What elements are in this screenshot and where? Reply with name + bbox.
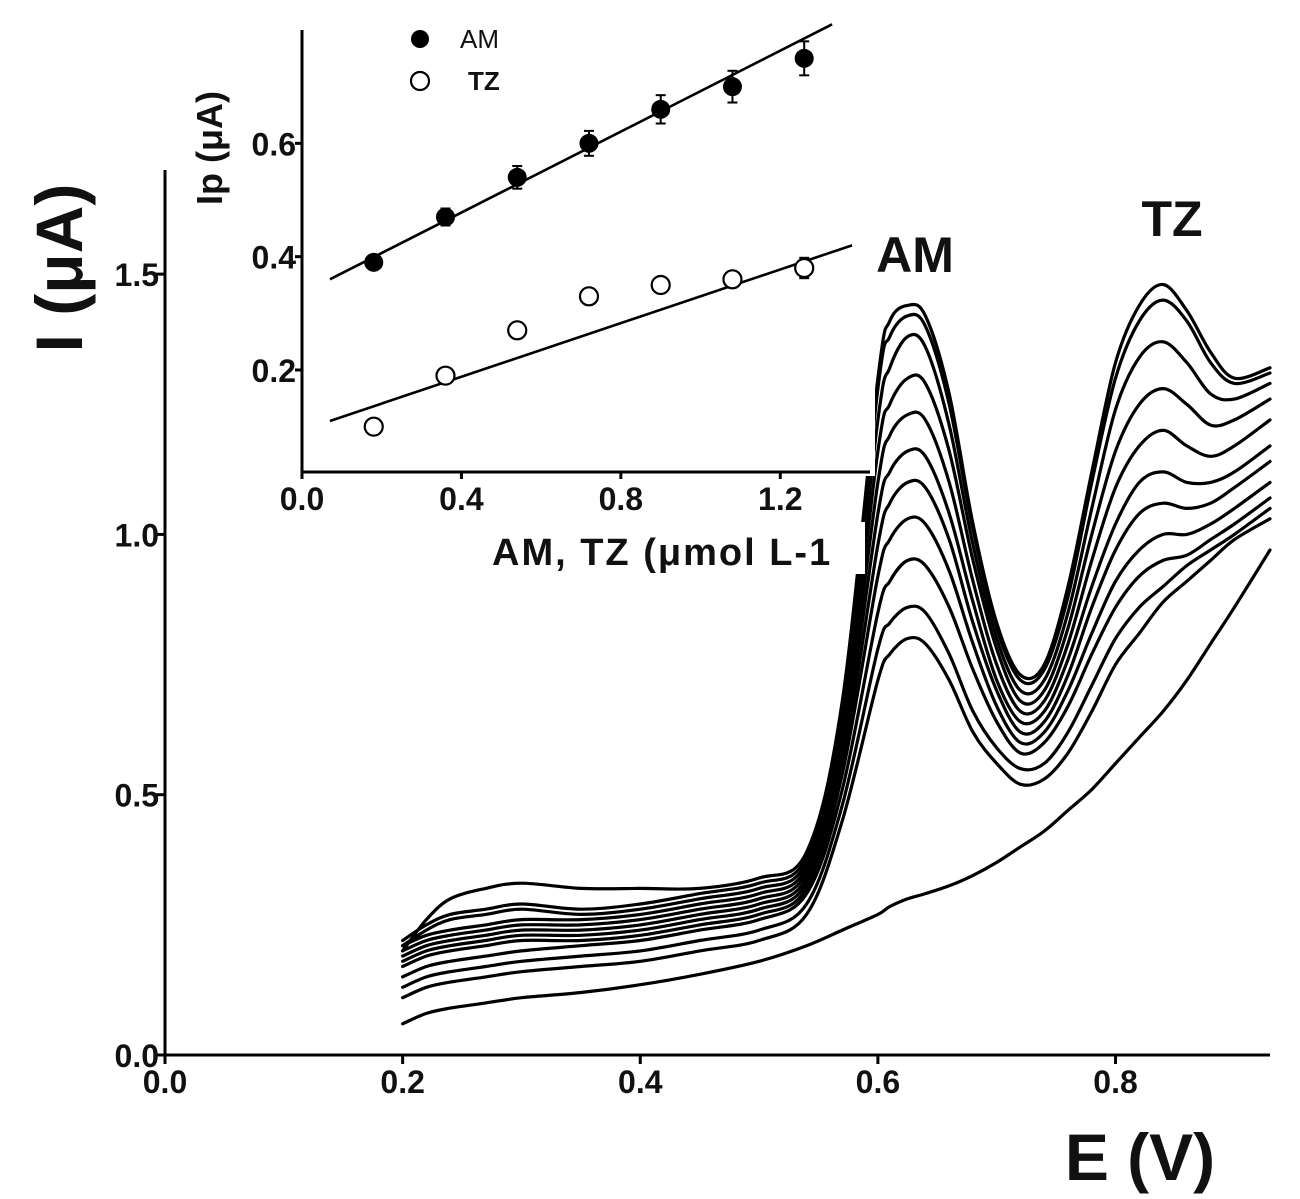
- fit-line-am: [329, 23, 833, 281]
- inset-y-tick-label: 0.4: [252, 240, 297, 276]
- main-x-tick-label: 0.8: [1093, 1064, 1137, 1100]
- voltammogram-curve-5: [401, 459, 1272, 963]
- voltammogram-curve-6: [401, 444, 1272, 958]
- inset-x-tick-label: 1.2: [758, 481, 802, 517]
- data-point-tz: [435, 365, 456, 386]
- voltammogram-curve-blank: [401, 548, 1272, 1026]
- main-y-axis-label: I (μA): [22, 184, 96, 353]
- voltammogram-curve-4: [401, 480, 1272, 969]
- main-y-tick-label: 0.5: [115, 778, 159, 814]
- main-x-tick-label: 0.2: [380, 1064, 424, 1100]
- inset-x-axis-label: AM, TZ (μmol L-1: [492, 532, 832, 574]
- data-point-tz: [363, 416, 384, 437]
- voltammogram-curve-2: [401, 506, 1272, 989]
- inset-x-tick-label: 0.0: [280, 481, 324, 517]
- data-point-am: [722, 77, 742, 97]
- inset-y-tick-label: 0.6: [252, 126, 296, 162]
- main-x-tick-label: 0.0: [143, 1064, 187, 1100]
- data-point-am: [651, 99, 671, 119]
- voltammogram-curve-7: [401, 410, 1272, 953]
- main-x-tick-label: 0.6: [856, 1064, 900, 1100]
- legend-tz-marker: [409, 70, 431, 92]
- voltammogram-curves: [401, 282, 1272, 1026]
- legend-tz-label: TZ: [468, 66, 500, 96]
- voltammogram-curve-10: [401, 298, 1272, 943]
- data-point-tz: [507, 320, 528, 341]
- legend-am-label: AM: [460, 24, 499, 54]
- inset-background: [300, 28, 875, 476]
- fit-line-tz: [329, 244, 853, 423]
- data-point-tz: [794, 257, 815, 279]
- voltammogram-curve-9: [401, 332, 1272, 948]
- main-y-tick-label: 1.0: [115, 517, 159, 553]
- data-point-tz: [578, 286, 600, 307]
- voltammogram-curve-3: [401, 496, 1272, 979]
- data-point-am: [507, 167, 527, 187]
- main-x-tick-label: 0.4: [618, 1064, 663, 1100]
- inset-calibration-plot: 0.0 0.4 0.8 1.2 0.2 0.4 0.6 AM, TZ (μmol L-1 I…: [189, 23, 875, 574]
- main-y-tick-label: 1.5: [115, 257, 159, 293]
- data-point-tz: [722, 269, 743, 290]
- inset-xlabel-background: [485, 522, 865, 574]
- inset-x-tick-label: 0.8: [599, 481, 643, 517]
- data-point-tz: [650, 274, 671, 296]
- main-y-tick-label: 0.0: [115, 1038, 159, 1074]
- data-point-am: [579, 133, 599, 153]
- main-voltammogram-plot: 0.0 0.2 0.4 0.6 0.8 0.0 0.5 1.0 1.5 E (V) I (μA)…: [22, 170, 1272, 1194]
- inset-y-tick-label: 0.2: [252, 353, 296, 389]
- data-point-am: [435, 207, 455, 227]
- inset-data-marks: [329, 23, 853, 437]
- voltammogram-curve-1: [401, 517, 1272, 1000]
- main-x-axis-label: E (V): [1065, 1120, 1215, 1194]
- inset-legend: AM TZ: [409, 24, 500, 96]
- inset-axis-ticks: 0.0 0.4 0.8 1.2 0.2 0.4 0.6: [252, 126, 803, 517]
- legend-am-marker: [411, 30, 429, 48]
- voltammogram-curve-11: [401, 282, 1272, 953]
- annotation-am: AM: [876, 227, 954, 283]
- main-axis-ticks: 0.0 0.2 0.4 0.6 0.8 0.0 0.5 1.0 1.5: [115, 257, 1138, 1100]
- inset-y-axis-label: Ip (μA): [189, 91, 230, 205]
- voltammogram-curve-8: [401, 373, 1272, 948]
- annotation-tz: TZ: [1141, 191, 1202, 247]
- inset-x-tick-label: 0.4: [439, 481, 484, 517]
- data-point-am: [794, 48, 814, 68]
- data-point-am: [364, 252, 384, 272]
